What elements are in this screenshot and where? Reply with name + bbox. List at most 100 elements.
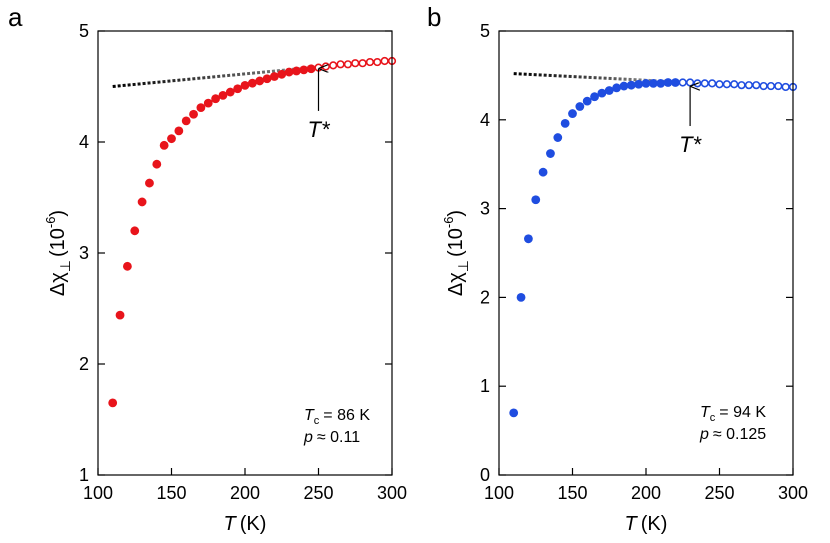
panel-b-point xyxy=(752,81,761,90)
panel-b-point xyxy=(715,80,724,89)
panel-b-point xyxy=(619,81,629,91)
panel-a-ticks: 100 150 200 250 300 1 2 3 4 5 xyxy=(79,21,407,503)
panel-a-point xyxy=(292,66,301,76)
panel-a-point xyxy=(336,60,345,69)
panel-b-point xyxy=(560,118,570,128)
panel-a-point xyxy=(152,159,162,169)
panel-b-point xyxy=(538,167,548,177)
panel-a-point xyxy=(174,126,184,136)
panel-a-point xyxy=(203,98,213,108)
panel-a-point xyxy=(365,57,375,67)
panel-a-ytick-label: 4 xyxy=(79,132,89,152)
panel-b-point xyxy=(730,80,739,89)
panel-a-xlabel: T (K) xyxy=(224,513,267,535)
panel-b-point xyxy=(612,83,621,93)
panel-a-point xyxy=(358,59,367,68)
panel-b-point xyxy=(597,88,607,98)
panel-b-xtick-label: 150 xyxy=(557,483,587,503)
panel-a-point xyxy=(343,60,353,69)
panel-a-xtick-label: 300 xyxy=(377,483,407,503)
panel-b-ytick-label: 4 xyxy=(480,110,490,130)
panel-b-letter: b xyxy=(427,2,441,32)
panel-b-point xyxy=(582,96,592,106)
panel-a-point xyxy=(380,56,389,66)
panel-b-point xyxy=(648,78,658,88)
panel-a-point xyxy=(211,94,221,104)
panel-a-point xyxy=(108,398,118,408)
panel-b-point xyxy=(590,92,599,102)
panel-a-point xyxy=(233,84,243,94)
panel-a-xtick-label: 200 xyxy=(230,483,260,503)
panel-a-point xyxy=(159,140,169,150)
panel-b-point xyxy=(575,102,585,111)
panel-a-point xyxy=(218,90,228,100)
panel-b-xtick-label: 200 xyxy=(631,483,661,503)
panel-b-point xyxy=(708,79,717,88)
panel-a-point xyxy=(270,72,279,81)
panel-b-point xyxy=(546,149,555,158)
svg-text:Δχ⊥(10-6): Δχ⊥(10-6) xyxy=(441,210,471,296)
panel-a-tc-annotation: Tc = 86 K xyxy=(304,407,370,427)
panel-b-xtick-label: 250 xyxy=(704,483,734,503)
panel-b-point xyxy=(516,293,526,302)
panel-a-point xyxy=(255,76,265,86)
panel-b-point xyxy=(678,78,687,87)
panel-a-point xyxy=(329,61,338,70)
panel-a-point xyxy=(189,109,198,119)
panel-b-ytick-label: 5 xyxy=(480,21,490,41)
panel-a-point xyxy=(373,57,382,67)
panel-b-point xyxy=(671,78,680,87)
panel-a-point xyxy=(225,87,235,97)
panel-b-point xyxy=(553,133,563,142)
panel-b-marks: T* xyxy=(509,72,798,418)
panel-a-xtick-label: 100 xyxy=(83,483,113,503)
panel-a-ytick-label: 2 xyxy=(79,354,89,374)
panel-b-point xyxy=(737,81,746,90)
panel-a-point xyxy=(299,65,309,75)
panel-b-tc-annotation: Tc = 94 K xyxy=(700,404,766,424)
panel-a-point xyxy=(167,134,176,144)
panel-a-point xyxy=(115,310,125,320)
panel-a-point xyxy=(181,116,191,126)
panel-a-point xyxy=(262,74,272,84)
svg-text:Δχ⊥(10-6): Δχ⊥(10-6) xyxy=(43,210,73,296)
panel-b-ylabel: Δχ⊥(10-6) xyxy=(441,210,471,296)
panel-b-point xyxy=(722,80,731,89)
panel-b-point xyxy=(774,81,783,91)
panel-b-ytick-label: 2 xyxy=(480,287,490,307)
panel-a-point xyxy=(137,197,147,207)
panel-b-point xyxy=(685,78,695,87)
panel-b-point xyxy=(744,81,754,90)
panel-b-point xyxy=(634,79,644,89)
panel-a-letter: a xyxy=(8,2,23,32)
panel-a-point xyxy=(145,178,154,188)
panel-b-tstar-label: T* xyxy=(679,132,702,157)
panel-a-ytick-label: 1 xyxy=(79,465,89,485)
panel-a-xtick-label: 150 xyxy=(156,483,186,503)
panel-b-point xyxy=(766,81,776,91)
panel-b-point xyxy=(781,82,790,92)
panel-a-xtick-label: 250 xyxy=(303,483,333,503)
panel-b: b T* 100 150 200 250 300 0 1 2 3 4 5 T (K) Δχ⊥(10-6… xyxy=(427,2,808,535)
panel-a-ytick-label: 5 xyxy=(79,21,89,41)
panel-b-point xyxy=(656,78,666,88)
panel-a-point xyxy=(130,226,140,236)
panel-a-point xyxy=(321,62,330,71)
panel-b-point xyxy=(641,78,651,88)
panel-a: a T* 100 150 200 250 300 1 2 3 4 5 T (K) Δχ⊥(10-6)… xyxy=(8,2,407,535)
panel-b-point xyxy=(568,109,577,118)
panel-b-point xyxy=(759,81,768,91)
panel-a-point xyxy=(247,78,257,88)
panel-b-ticks: 100 150 200 250 300 0 1 2 3 4 5 xyxy=(480,21,808,503)
panel-a-point xyxy=(351,59,360,68)
panel-a-point xyxy=(277,69,287,79)
panel-b-point xyxy=(524,234,533,244)
panel-a-ytick-label: 3 xyxy=(79,243,89,263)
panel-a-marks: T* xyxy=(108,56,397,408)
panel-b-point xyxy=(531,195,541,205)
panel-b-p-annotation: p ≈ 0.125 xyxy=(699,426,766,443)
panel-b-point xyxy=(626,80,636,90)
panel-b-xlabel: T (K) xyxy=(625,513,668,535)
panel-a-p-annotation: p ≈ 0.11 xyxy=(303,429,360,446)
